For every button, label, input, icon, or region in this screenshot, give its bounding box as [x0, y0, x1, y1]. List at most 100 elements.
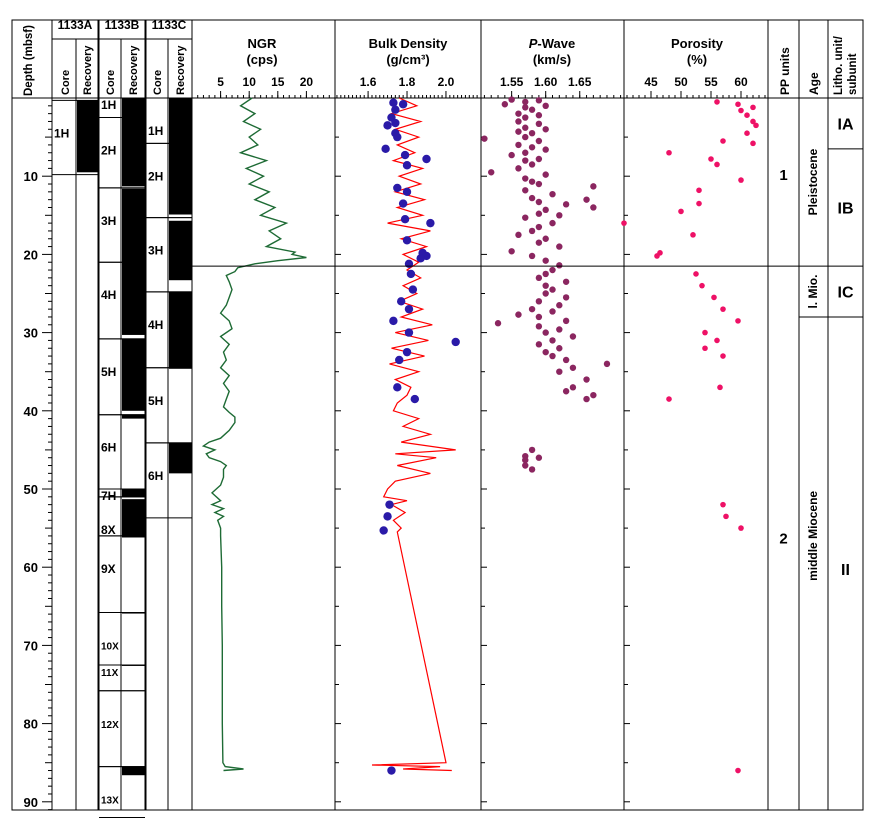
porosity-point: [714, 99, 720, 105]
pwave-point: [515, 128, 522, 135]
bulk-density-mad-point: [391, 118, 400, 128]
core-label: 5H: [101, 365, 116, 379]
pwave-point: [535, 198, 543, 206]
scale-tick-label: 45: [644, 75, 658, 89]
pwave-point: [481, 135, 488, 142]
pwave-point: [528, 144, 536, 151]
bulk-density-mad-point: [398, 199, 408, 208]
pwave-point: [542, 282, 549, 289]
scale-tick-label: 55: [704, 75, 718, 89]
bulk-density-mad-point: [402, 236, 412, 245]
pwave-point: [528, 446, 536, 454]
bulk-density-mad-point: [400, 150, 410, 160]
bulk-density-mad-point: [410, 394, 420, 404]
core-label: 11X: [101, 668, 119, 679]
depth-tick-label: 80: [24, 717, 38, 732]
depth-tick-label: 90: [24, 795, 38, 810]
core-label: 1H: [101, 98, 116, 112]
scale-tick-label: 60: [734, 75, 748, 89]
pwave-point: [556, 302, 563, 309]
porosity-point: [750, 118, 756, 125]
age-label: l. Mio.: [806, 275, 820, 309]
bulk-density-mad-point: [406, 269, 416, 279]
recovery-bar: [122, 489, 145, 497]
bulk-density-mad-point: [400, 215, 410, 224]
header: Depth (mbsf) 1133A 1133B 1133C Core Reco…: [23, 18, 859, 96]
pwave-point: [508, 248, 515, 255]
pwave-point: [542, 126, 549, 133]
pwave-point: [508, 96, 515, 103]
age-label: middle Miocene: [806, 491, 820, 581]
pwave-point: [528, 305, 536, 313]
pwave-point: [535, 210, 543, 217]
recovery-bar: [122, 98, 145, 118]
pwave-point: [603, 360, 611, 368]
litho-label: II: [841, 562, 850, 579]
pwave-point: [535, 341, 543, 348]
porosity-point: [720, 306, 726, 312]
pwave-point: [542, 329, 549, 336]
core-label: 10X: [101, 642, 119, 653]
porosity-point: [738, 107, 744, 114]
recovery-bar: [122, 535, 145, 538]
bulk-density-mad-point: [383, 512, 392, 521]
recovery-bar: [169, 291, 192, 368]
pp-unit-label: 1: [779, 167, 787, 184]
ngr-title: NGR: [248, 36, 278, 51]
porosity-point: [690, 232, 696, 238]
bulk-density-mad-point: [451, 337, 460, 347]
porosity-title: Porosity: [671, 36, 724, 51]
core-label: 8X: [101, 523, 116, 537]
bulk-density-mad-point: [402, 347, 412, 357]
pwave-point: [556, 345, 563, 352]
bulk-density-mad-point: [422, 154, 431, 164]
pwave-point: [542, 290, 549, 297]
pwave-point: [549, 190, 556, 198]
porosity-point: [735, 767, 741, 774]
pwave-point: [522, 149, 529, 156]
porosity-unit: (%): [687, 52, 707, 67]
pwave-point: [522, 175, 529, 182]
pwave-point: [508, 151, 515, 159]
pwave-point: [535, 97, 543, 104]
core-label: 2H: [101, 144, 116, 158]
hole-1133c-recovery-label: Recovery: [175, 45, 187, 95]
porosity-point: [738, 525, 744, 531]
porosity-point: [654, 253, 660, 259]
litho-title-line1: Litho. unit/: [833, 35, 845, 95]
bulk-density-mad-point: [385, 500, 394, 509]
porosity-point: [717, 384, 723, 391]
pwave-point: [535, 137, 543, 145]
pwave-point: [528, 227, 536, 235]
pwave-point: [549, 219, 556, 227]
bulk-density-mad-point: [402, 161, 412, 170]
porosity-point: [702, 329, 708, 336]
depth-tick-label: 70: [24, 638, 38, 653]
bulk-density-mad-point: [404, 328, 414, 337]
frame-9: [798, 19, 829, 811]
bulk-density-mad-point: [404, 259, 414, 268]
scale-tick-label: 20: [300, 75, 314, 89]
core-label: 9X: [101, 562, 116, 576]
litho-title-line2: subunit: [847, 53, 859, 95]
core-label: 3H: [148, 244, 163, 258]
pwave-point: [542, 146, 549, 153]
porosity-point: [753, 122, 759, 129]
pwave-title: P-Wave: [529, 36, 575, 51]
porosity-point: [744, 112, 750, 119]
porosity-point: [714, 337, 720, 344]
frame-10: [827, 19, 864, 811]
core-label: 1H: [148, 124, 163, 138]
porosity-point: [693, 271, 699, 277]
pwave-point: [562, 201, 570, 208]
pwave-point: [542, 257, 549, 264]
hole-1133a-title: 1133A: [58, 18, 93, 32]
pwave-point: [562, 317, 570, 325]
recovery-bar: [122, 188, 145, 263]
pwave-point: [522, 124, 529, 131]
pwave-point: [528, 194, 536, 202]
bulk-density-gra-line: [371, 97, 456, 772]
pwave-point: [556, 262, 563, 269]
panel-bulk-density: 1.6 1.8 2.0: [335, 75, 482, 803]
depth-tick-label: 50: [24, 482, 38, 497]
